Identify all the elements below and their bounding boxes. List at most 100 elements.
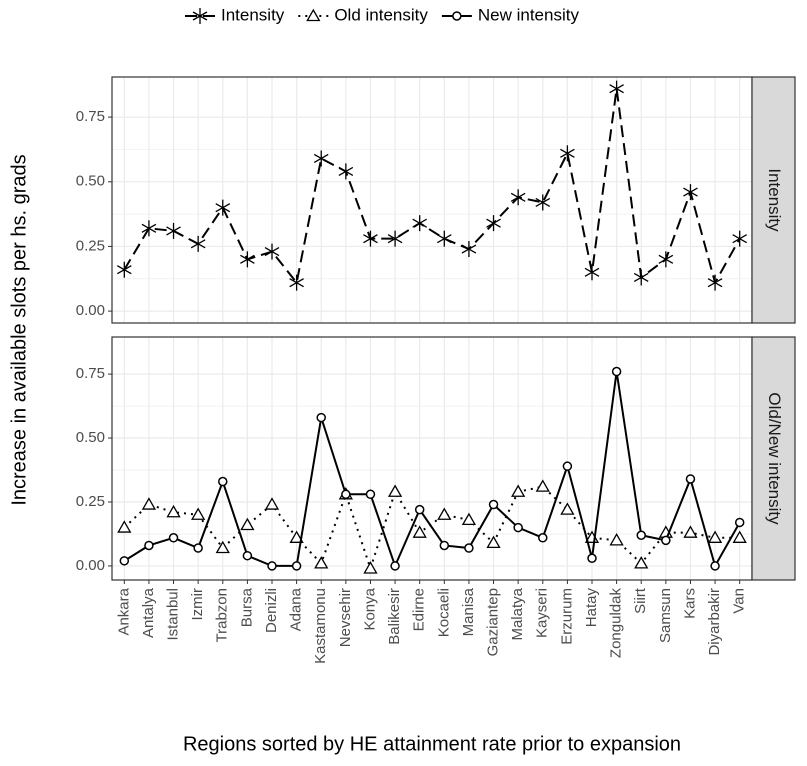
marker — [289, 274, 304, 291]
legend: Intensity Old intensity New intensity — [185, 5, 579, 24]
marker-stroke — [116, 265, 132, 275]
marker-shape — [316, 412, 326, 423]
x-tick-label: Gaziantep — [485, 588, 502, 656]
marker — [658, 251, 674, 268]
marker — [464, 543, 474, 553]
marker — [412, 215, 428, 232]
marker — [365, 489, 376, 500]
marker — [242, 550, 253, 561]
x-tick-label: Konya — [361, 587, 378, 630]
marker-stroke — [633, 272, 649, 283]
x-axis-title: Regions sorted by HE attainment rate pri… — [183, 733, 681, 755]
marker — [513, 522, 523, 533]
marker-shape — [166, 504, 181, 518]
marker-stroke — [215, 203, 231, 213]
marker — [461, 241, 477, 258]
marker-shape — [511, 484, 526, 497]
marker-shape — [193, 543, 203, 553]
marker — [341, 489, 351, 500]
marker — [291, 561, 302, 571]
x-tick-label: Istanbul — [165, 588, 182, 641]
marker-shape — [365, 489, 376, 500]
marker-shape — [240, 517, 255, 531]
marker-shape — [734, 517, 745, 528]
legend-label: Intensity — [221, 5, 285, 24]
marker-shape — [634, 556, 649, 569]
marker-stroke — [510, 192, 526, 202]
strip — [751, 336, 796, 581]
x-tick-label: Hatay — [583, 588, 600, 628]
y-tick-label: 0.75 — [76, 365, 105, 382]
x-tick-label: Van — [731, 588, 748, 614]
x-tick-label: Antalya — [140, 587, 157, 638]
marker-stroke — [190, 239, 206, 249]
marker-shape — [513, 522, 523, 533]
marker-stroke — [584, 267, 600, 277]
marker-shape — [464, 543, 474, 553]
marker — [488, 499, 499, 510]
marker-stroke — [363, 234, 378, 244]
marker — [240, 517, 255, 531]
x-tick-label: Kars — [681, 588, 698, 619]
marker-shape — [341, 489, 351, 500]
marker-shape — [560, 502, 575, 515]
marker — [538, 533, 548, 543]
marker-shape — [141, 497, 157, 510]
marker-stroke — [240, 254, 255, 264]
marker-shape — [452, 11, 462, 21]
marker — [685, 474, 696, 484]
marker — [390, 561, 400, 571]
marker-stroke — [436, 234, 452, 244]
marker — [313, 150, 329, 167]
marker — [338, 163, 354, 180]
marker-shape — [117, 520, 132, 533]
y-tick-label: 0.00 — [76, 557, 105, 574]
marker — [732, 530, 747, 543]
marker — [732, 230, 748, 247]
marker — [560, 502, 575, 515]
y-tick-label: 0.25 — [76, 493, 105, 510]
marker — [560, 145, 575, 162]
marker — [452, 11, 462, 21]
x-tick-label: Ankara — [115, 587, 132, 635]
marker — [609, 533, 624, 546]
marker — [535, 194, 551, 211]
marker — [267, 561, 277, 571]
marker — [306, 8, 321, 22]
marker — [141, 497, 157, 510]
marker-stroke — [609, 84, 624, 94]
marker — [510, 189, 526, 206]
marker — [363, 230, 378, 247]
marker — [240, 251, 255, 268]
marker — [633, 269, 649, 286]
x-tick-label: Adana — [288, 587, 305, 631]
x-tick-label: Siirt — [632, 587, 649, 614]
marker-stroke — [658, 254, 674, 264]
marker-shape — [144, 540, 154, 551]
y-tick-label: 0.00 — [76, 302, 105, 319]
y-tick-label: 0.25 — [76, 237, 105, 254]
marker — [486, 215, 501, 232]
marker — [511, 484, 526, 497]
marker-shape — [710, 561, 720, 571]
marker-shape — [661, 535, 671, 546]
marker — [190, 235, 206, 252]
marker — [314, 556, 329, 569]
marker-shape — [587, 553, 597, 564]
marker-shape — [291, 561, 302, 571]
marker — [412, 525, 427, 538]
x-tick-label: Trabzon — [214, 588, 231, 642]
marker-shape — [414, 504, 425, 515]
marker-shape — [289, 530, 304, 543]
marker-shape — [562, 461, 573, 471]
marker — [119, 556, 130, 566]
marker — [584, 264, 600, 281]
marker-shape — [636, 530, 646, 540]
marker-shape — [363, 561, 378, 574]
marker — [363, 561, 378, 574]
marker — [215, 199, 231, 216]
marker-stroke — [707, 278, 723, 288]
marker-stroke — [732, 234, 748, 244]
marker-shape — [685, 474, 696, 484]
y-tick-label: 0.75 — [76, 108, 105, 125]
